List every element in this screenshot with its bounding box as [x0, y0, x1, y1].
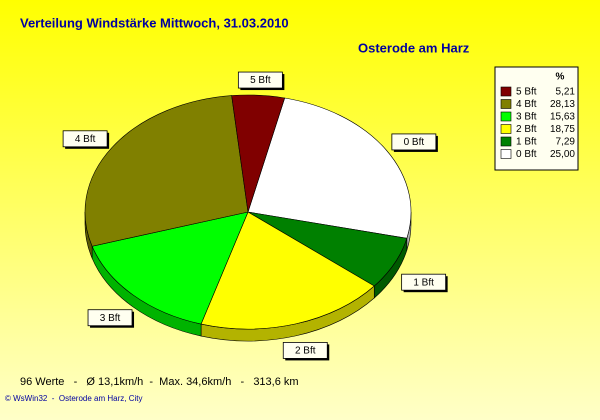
slice [247, 97, 412, 239]
legend-swatch [500, 111, 512, 122]
legend-label: 1 Bft [516, 137, 537, 148]
legend-value: 15,63 [550, 112, 575, 123]
slice [91, 211, 249, 325]
slice-label: 2 Bft [295, 346, 316, 357]
legend-swatch [500, 124, 512, 134]
legend-swatch [500, 149, 512, 159]
credit: © WsWin32 - Osterode am Harz, City [5, 394, 142, 403]
legend-label: 5 Bft [516, 87, 537, 98]
legend-value: 18,75 [550, 124, 575, 135]
footer: 96 Werte - Ø 13,1km/h - Max. 34,6km/h - … [20, 376, 299, 388]
slice-label: 5 Bft [250, 75, 271, 86]
chart-title: Verteilung Windstärke Mittwoch, 31.03.20… [20, 15, 289, 30]
legend-value: 28,13 [550, 99, 575, 110]
legend-swatch [500, 86, 512, 97]
legend-label: 4 Bft [516, 99, 537, 110]
legend-swatch [500, 99, 512, 109]
slice [231, 94, 286, 213]
slice-label: 4 Bft [75, 134, 96, 145]
legend-value: 5,21 [556, 87, 576, 98]
legend-label: 0 Bft [516, 149, 537, 160]
slice-label-box [401, 273, 447, 291]
legend-value: 7,29 [556, 137, 576, 148]
legend-label: 3 Bft [516, 112, 537, 123]
legend-value: 25,00 [550, 149, 575, 160]
slice [200, 211, 375, 330]
slice-label: 0 Bft [404, 137, 425, 148]
slice-label-box [87, 309, 133, 327]
slice-label-box [282, 342, 328, 359]
slice-label-box [62, 130, 108, 148]
slice-label: 3 Bft [100, 313, 121, 324]
chart-subtitle: Osterode am Harz [358, 40, 470, 55]
legend-label: 2 Bft [516, 124, 537, 135]
legend-header: % [556, 72, 565, 83]
slice-label: 1 Bft [413, 277, 434, 288]
legend-swatch [500, 136, 512, 147]
slice-label-box [237, 71, 283, 89]
slice [84, 95, 249, 247]
slice-label-box [391, 133, 437, 151]
